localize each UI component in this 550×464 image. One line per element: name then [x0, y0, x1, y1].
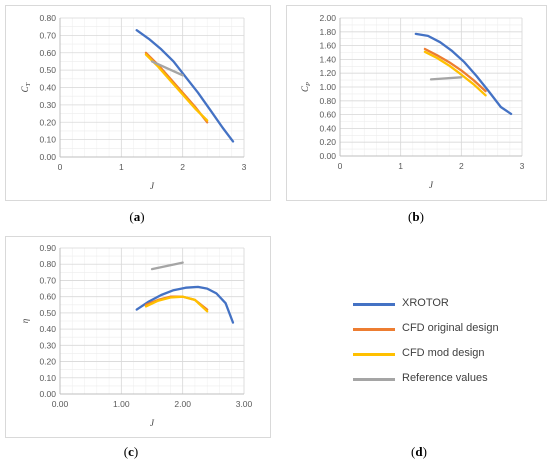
x-tick-label: 0 [338, 161, 343, 171]
y-tick-label: 0.00 [39, 152, 56, 162]
y-tick-label: 0.60 [39, 292, 56, 302]
caption-a: (a) [129, 209, 145, 224]
y-tick-label: 0.60 [319, 110, 336, 120]
y-axis-label: η [20, 318, 30, 323]
legend-label: Reference values [402, 372, 488, 384]
x-axis-label: J [429, 180, 434, 190]
y-tick-label: 2.00 [319, 13, 336, 23]
caption-d: (d) [411, 444, 427, 459]
series-line [429, 76, 463, 81]
legend-swatch [353, 328, 395, 331]
y-tick-label: 0.80 [39, 13, 56, 23]
chart-panel-c: 0.00 0.10 0.20 0.30 0.40 0.50 0.60 0.70 0.80 0.90… [5, 236, 271, 438]
x-tick-label: 3.00 [236, 399, 253, 409]
y-tick-label: 0.40 [39, 83, 56, 93]
series-line [150, 60, 184, 77]
y-tick-label: 1.20 [319, 68, 336, 78]
x-tick-label: 2 [459, 161, 464, 171]
y-tick-label: 0.00 [39, 389, 56, 399]
series-line [144, 53, 209, 122]
series-line [144, 295, 209, 313]
series-line [150, 261, 184, 271]
series-line [135, 29, 235, 143]
chart-panel-b: 0.00 0.20 0.40 0.60 0.80 1.00 1.20 1.40 1.60 1.80… [286, 5, 547, 201]
y-tick-label: 0.50 [39, 65, 56, 75]
x-tick-label: 1 [398, 161, 403, 171]
series-line [135, 285, 235, 324]
chart-b: 0.00 0.20 0.40 0.60 0.80 1.00 1.20 1.40 1.60 1.80… [300, 13, 525, 190]
y-tick-label: 0.60 [39, 48, 56, 58]
legend-swatch [353, 378, 395, 381]
legend-label: XROTOR [402, 297, 449, 309]
x-tick-label: 1.00 [113, 399, 130, 409]
x-tick-label: 3 [520, 161, 525, 171]
y-tick-label: 0.80 [39, 259, 56, 269]
series-line [423, 47, 487, 93]
y-tick-label: 0.30 [39, 340, 56, 350]
y-tick-label: 0.00 [319, 151, 336, 161]
y-axis-label: CT [20, 82, 32, 92]
y-tick-label: 1.00 [319, 82, 336, 92]
legend-label: CFD mod design [402, 347, 485, 359]
y-tick-label: 0.70 [39, 275, 56, 285]
x-tick-label: 1 [119, 162, 124, 172]
y-tick-label: 0.40 [319, 123, 336, 133]
x-tick-label: 2 [180, 162, 185, 172]
y-axis-label: CP [300, 82, 312, 92]
y-tick-label: 0.50 [39, 308, 56, 318]
legend-swatch [353, 303, 395, 306]
y-tick-label: 0.20 [39, 117, 56, 127]
y-tick-label: 1.40 [319, 54, 336, 64]
x-axis-label: J [150, 181, 155, 191]
x-tick-label: 2.00 [174, 399, 191, 409]
y-tick-label: 0.10 [39, 373, 56, 383]
chart-c: 0.00 0.10 0.20 0.30 0.40 0.50 0.60 0.70 0.80 0.90… [20, 243, 253, 428]
series-line [414, 32, 513, 116]
y-tick-label: 0.80 [319, 96, 336, 106]
y-tick-label: 1.80 [319, 27, 336, 37]
y-tick-label: 0.70 [39, 30, 56, 40]
series-line [423, 50, 487, 97]
caption-c: (c) [123, 444, 139, 459]
chart-panel-a: 0.00 0.10 0.20 0.30 0.40 0.50 0.60 0.70 0.80 0 1 2 3… [5, 5, 271, 201]
x-tick-label: 0.00 [52, 399, 69, 409]
y-tick-label: 0.90 [39, 243, 56, 253]
y-tick-label: 0.20 [39, 357, 56, 367]
y-tick-label: 0.40 [39, 324, 56, 334]
x-tick-label: 0 [58, 162, 63, 172]
x-tick-label: 3 [242, 162, 247, 172]
x-axis-label: J [150, 418, 155, 428]
chart-a: 0.00 0.10 0.20 0.30 0.40 0.50 0.60 0.70 0.80 0 1 2 3… [20, 13, 247, 191]
legend-swatch [353, 353, 395, 356]
y-tick-label: 0.20 [319, 137, 336, 147]
caption-b: (b) [408, 209, 424, 224]
y-tick-label: 0.30 [39, 100, 56, 110]
y-tick-label: 1.60 [319, 41, 336, 51]
y-tick-label: 0.10 [39, 135, 56, 145]
legend-label: CFD original design [402, 322, 499, 334]
